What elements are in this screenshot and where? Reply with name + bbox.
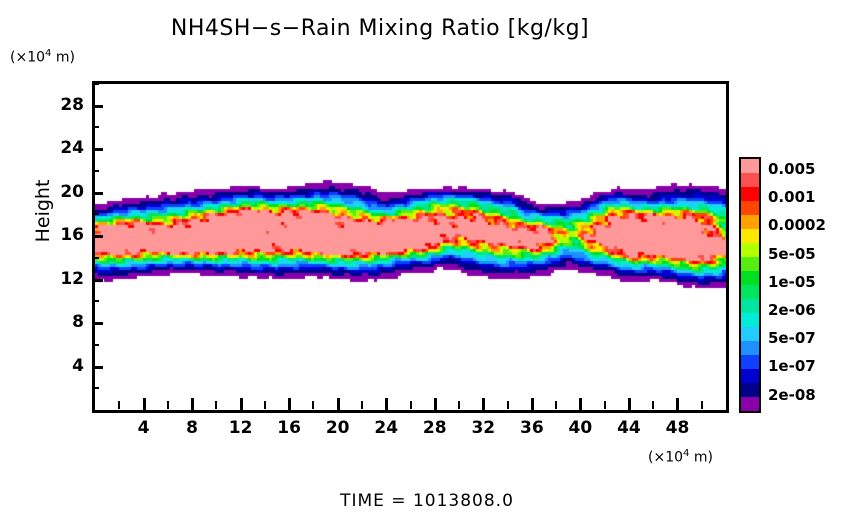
plot-area[interactable] (92, 81, 729, 413)
colorbar-labels: 0.005 0.001 0.0002 5e-05 1e-05 2e-06 5e-07 1e-0… (768, 157, 854, 413)
y-tick-minor (92, 213, 99, 216)
y-tick-major (92, 148, 103, 152)
x-tick-label: 36 (520, 418, 544, 438)
colorbar-band (741, 355, 759, 369)
x-tick-minor (603, 401, 606, 409)
colorbar-label: 5e-07 (768, 329, 816, 348)
colorbar-label: 0.001 (768, 188, 816, 207)
x-tick-minor (652, 401, 655, 409)
x-tick-label: 20 (325, 418, 350, 438)
y-tick-label: 28 (60, 94, 84, 115)
colorbar-label: 5e-05 (768, 244, 816, 263)
colorbar-band (741, 383, 759, 397)
colorbar-band (741, 257, 759, 271)
y-tick-major (92, 235, 103, 239)
y-tick-label: 8 (72, 312, 84, 333)
x-tick-label: 12 (228, 418, 253, 438)
colorbar-label: 1e-07 (768, 357, 816, 376)
x-tick-minor (215, 401, 218, 409)
x-tick-minor (458, 401, 461, 409)
x-tick-major (142, 398, 146, 410)
x-tick-label: 8 (186, 418, 198, 438)
y-tick-minor (92, 343, 99, 346)
colorbar-band (741, 229, 759, 243)
contour-field-canvas (95, 84, 726, 410)
x-tick-minor (409, 401, 412, 409)
y-axis-title: Height (32, 179, 54, 243)
colorbar-band (741, 159, 759, 173)
x-tick-major (579, 398, 583, 410)
y-tick-minor (92, 300, 99, 303)
colorbar-label: 0.0002 (768, 216, 826, 235)
colorbar-band (741, 201, 759, 215)
x-tick-label: 28 (422, 418, 447, 438)
x-axis-unit-label: (×104 m) (648, 448, 713, 466)
x-tick-major (433, 398, 437, 410)
y-tick-label: 20 (60, 181, 84, 202)
colorbar-label: 1e-05 (768, 272, 816, 291)
y-tick-major (92, 365, 103, 369)
x-tick-minor (118, 401, 121, 409)
colorbar-label: 2e-06 (768, 301, 816, 319)
x-tick-major (676, 398, 680, 410)
x-tick-minor (360, 401, 363, 409)
y-tick-major (92, 322, 103, 326)
x-tick-label: 32 (471, 418, 496, 438)
colorbar-band (741, 173, 759, 187)
colorbar-band (741, 285, 759, 299)
colorbar-label: 2e-08 (768, 385, 816, 404)
x-tick-label: 44 (617, 418, 641, 438)
x-tick-minor (166, 401, 169, 409)
colorbar-label: 0.005 (768, 160, 816, 178)
y-tick-label: 4 (72, 355, 84, 376)
y-tick-label: 24 (60, 138, 84, 159)
x-tick-major (239, 398, 243, 410)
y-tick-major (92, 278, 103, 282)
colorbar-band (741, 327, 759, 341)
x-tick-major (385, 398, 389, 410)
y-tick-major (92, 104, 103, 108)
x-tick-label: 40 (568, 418, 593, 438)
time-annotation: TIME = 1013808.0 (340, 491, 514, 511)
x-tick-major (191, 398, 195, 410)
y-tick-minor (92, 256, 99, 259)
x-tick-major (482, 398, 486, 410)
x-tick-label: 16 (277, 418, 301, 438)
colorbar-band (741, 187, 759, 201)
y-tick-minor (92, 83, 99, 85)
colorbar-band (741, 397, 759, 411)
x-tick-minor (506, 401, 509, 409)
x-tick-major (530, 398, 534, 410)
x-tick-label: 4 (137, 418, 150, 438)
x-tick-major (288, 398, 292, 410)
x-tick-label: 24 (374, 418, 399, 438)
colorbar-band (741, 341, 759, 355)
y-tick-minor (92, 169, 99, 172)
y-axis-unit-label: (×104 m) (10, 48, 75, 66)
colorbar[interactable] (739, 157, 761, 413)
x-tick-minor (263, 401, 266, 409)
x-tick-minor (312, 401, 315, 409)
y-tick-label: 16 (60, 225, 84, 246)
page-title: NH4SH−s−Rain Mixing Ratio [kg/kg] (170, 16, 590, 41)
colorbar-band (741, 369, 759, 383)
colorbar-band (741, 299, 759, 313)
y-tick-label: 12 (60, 268, 84, 289)
x-tick-minor (555, 401, 558, 409)
colorbar-band (741, 313, 759, 327)
x-tick-major (336, 398, 340, 410)
colorbar-band (741, 215, 759, 229)
y-tick-minor (92, 126, 99, 129)
colorbar-band (741, 271, 759, 285)
x-tick-minor (700, 401, 703, 409)
x-tick-major (627, 398, 631, 410)
x-tick-label: 48 (665, 418, 690, 438)
y-tick-major (92, 191, 103, 195)
colorbar-band (741, 243, 759, 257)
y-tick-minor (92, 387, 99, 390)
